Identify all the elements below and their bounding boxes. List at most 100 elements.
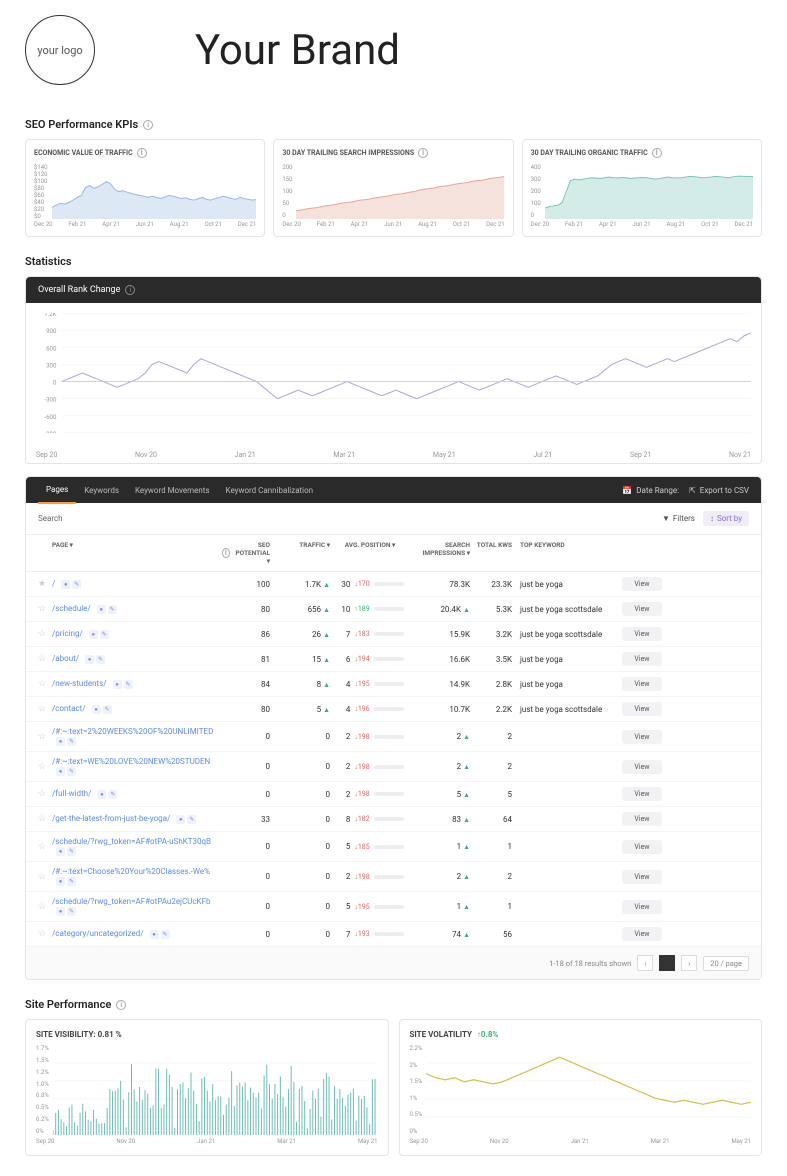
search-label[interactable]: Search bbox=[38, 514, 63, 523]
page-tag-icon[interactable]: ● bbox=[150, 930, 159, 939]
current-page-button[interactable] bbox=[659, 955, 675, 971]
traffic-cell: 15▲ bbox=[270, 655, 330, 664]
page-link[interactable]: /#:~:text=Choose%20Your%20Classes.-We% bbox=[52, 867, 210, 876]
star-icon[interactable]: ☆ bbox=[38, 732, 46, 742]
star-icon[interactable]: ☆ bbox=[38, 872, 46, 882]
page-link[interactable]: /get-the-latest-from-just-be-yoga/ bbox=[52, 814, 170, 823]
column-avgpos[interactable]: AVG. POSITION ▾ bbox=[330, 541, 410, 565]
page-link[interactable]: /#:~:text=2%20WEEKS%20OF%20UNLIMITED bbox=[52, 727, 213, 736]
page-tag-icon[interactable]: ● bbox=[56, 847, 65, 856]
page-link[interactable]: /contact/ bbox=[52, 704, 86, 713]
page-cell: /#:~:text=2%20WEEKS%20OF%20UNLIMITED ●✎ bbox=[52, 727, 222, 746]
info-icon: i bbox=[418, 148, 428, 158]
page-tag-icon[interactable]: ● bbox=[176, 815, 185, 824]
date-range-button[interactable]: 📅Date Range: bbox=[622, 486, 679, 495]
page-edit-icon[interactable]: ✎ bbox=[187, 815, 196, 824]
page-edit-icon[interactable]: ✎ bbox=[108, 790, 117, 799]
page-edit-icon[interactable]: ✎ bbox=[67, 877, 76, 886]
page-link[interactable]: /schedule/?rwg_token=AF#otPAu2ejCUcKFb bbox=[52, 897, 210, 906]
star-icon[interactable]: ☆ bbox=[38, 814, 46, 824]
star-icon[interactable]: ☆ bbox=[38, 679, 46, 689]
page-edit-icon[interactable]: ✎ bbox=[100, 630, 109, 639]
per-page-select[interactable]: 20 / page bbox=[703, 956, 749, 971]
page-edit-icon[interactable]: ✎ bbox=[124, 680, 133, 689]
filters-button[interactable]: ▼ Filters bbox=[662, 514, 695, 523]
view-button[interactable]: View bbox=[622, 870, 662, 884]
column-impressions[interactable]: SEARCH IMPRESSIONS ▾ bbox=[410, 541, 470, 565]
page-tag-icon[interactable]: ● bbox=[56, 737, 65, 746]
impressions-cell: 5▲ bbox=[410, 790, 470, 799]
page-edit-icon[interactable]: ✎ bbox=[67, 847, 76, 856]
page-link[interactable]: /schedule/ bbox=[52, 604, 91, 613]
view-button[interactable]: View bbox=[622, 787, 662, 801]
page-tag-icon[interactable]: ● bbox=[97, 605, 106, 614]
page-link[interactable]: /category/uncategorized/ bbox=[52, 929, 144, 938]
prev-page-button[interactable]: ‹ bbox=[637, 955, 653, 971]
star-icon[interactable]: ☆ bbox=[38, 842, 46, 852]
page-edit-icon[interactable]: ✎ bbox=[103, 705, 112, 714]
tab-keyword-movements[interactable]: Keyword Movements bbox=[127, 478, 218, 503]
view-button[interactable]: View bbox=[622, 730, 662, 744]
tab-keywords[interactable]: Keywords bbox=[76, 478, 127, 503]
star-icon[interactable]: ☆ bbox=[38, 704, 46, 714]
view-button[interactable]: View bbox=[622, 900, 662, 914]
page-edit-icon[interactable]: ✎ bbox=[96, 655, 105, 664]
page-edit-icon[interactable]: ✎ bbox=[161, 930, 170, 939]
impressions-cell: 74▲ bbox=[410, 930, 470, 939]
column-seo[interactable]: i SEO POTENTIAL ▾ bbox=[222, 541, 270, 565]
next-page-button[interactable]: › bbox=[681, 955, 697, 971]
view-button[interactable]: View bbox=[622, 677, 662, 691]
export-csv-button[interactable]: ⇱Export to CSV bbox=[689, 486, 749, 495]
page-tag-icon[interactable]: ● bbox=[92, 705, 101, 714]
star-icon[interactable]: ☆ bbox=[38, 929, 46, 939]
page-tag-icon[interactable]: ● bbox=[56, 907, 65, 916]
tab-pages[interactable]: Pages bbox=[38, 477, 76, 504]
star-icon[interactable]: ☆ bbox=[38, 789, 46, 799]
page-link[interactable]: /pricing/ bbox=[52, 629, 83, 638]
page-link[interactable]: / bbox=[52, 579, 55, 588]
page-tag-icon[interactable]: ● bbox=[113, 680, 122, 689]
page-link[interactable]: /schedule/?rwg_token=AF#otPA-uShKT30qB bbox=[52, 837, 211, 846]
page-tag-icon[interactable]: ● bbox=[56, 767, 65, 776]
page-tag-icon[interactable]: ● bbox=[61, 580, 70, 589]
page-link[interactable]: /new-students/ bbox=[52, 679, 107, 688]
view-button[interactable]: View bbox=[622, 627, 662, 641]
page-link[interactable]: /full-width/ bbox=[52, 789, 91, 798]
view-button[interactable]: View bbox=[622, 702, 662, 716]
column-traffic[interactable]: TRAFFIC ▾ bbox=[270, 541, 330, 565]
page-link[interactable]: /about/ bbox=[52, 654, 79, 663]
table-row: ☆ /schedule/?rwg_token=AF#otPAu2ejCUcKFb… bbox=[26, 892, 761, 922]
sortby-button[interactable]: ↕ Sort by bbox=[703, 511, 749, 526]
kws-cell: 1 bbox=[470, 902, 512, 911]
view-button[interactable]: View bbox=[622, 602, 662, 616]
page-edit-icon[interactable]: ✎ bbox=[67, 907, 76, 916]
page-tag-icon[interactable]: ● bbox=[97, 790, 106, 799]
view-button[interactable]: View bbox=[622, 760, 662, 774]
column-kws[interactable]: TOTAL KWS bbox=[470, 541, 512, 565]
star-icon[interactable]: ☆ bbox=[38, 762, 46, 772]
column-page[interactable]: PAGE ▾ bbox=[52, 541, 222, 565]
page-tag-icon[interactable]: ● bbox=[85, 655, 94, 664]
star-icon[interactable]: ☆ bbox=[38, 654, 46, 664]
page-edit-icon[interactable]: ✎ bbox=[67, 767, 76, 776]
page-tag-icon[interactable]: ● bbox=[56, 877, 65, 886]
seo-cell: 84 bbox=[222, 680, 270, 689]
page-edit-icon[interactable]: ✎ bbox=[72, 580, 81, 589]
star-icon[interactable]: ☆ bbox=[38, 604, 46, 614]
svg-text:-900: -900 bbox=[44, 431, 57, 433]
page-edit-icon[interactable]: ✎ bbox=[67, 737, 76, 746]
star-icon[interactable]: ★ bbox=[38, 579, 46, 589]
page-tag-icon[interactable]: ● bbox=[89, 630, 98, 639]
view-button[interactable]: View bbox=[622, 840, 662, 854]
star-icon[interactable]: ☆ bbox=[38, 629, 46, 639]
view-button[interactable]: View bbox=[622, 927, 662, 941]
view-button[interactable]: View bbox=[622, 577, 662, 591]
view-button[interactable]: View bbox=[622, 652, 662, 666]
page-edit-icon[interactable]: ✎ bbox=[108, 605, 117, 614]
tab-keyword-cannibalization[interactable]: Keyword Cannibalization bbox=[218, 478, 322, 503]
star-icon[interactable]: ☆ bbox=[38, 902, 46, 912]
page-link[interactable]: /#:~:text=WE%20LOVE%20NEW%20STUDEN bbox=[52, 757, 210, 766]
column-topkw[interactable]: TOP KEYWORD bbox=[512, 541, 622, 565]
traffic-cell: 0 bbox=[270, 842, 330, 851]
view-button[interactable]: View bbox=[622, 812, 662, 826]
